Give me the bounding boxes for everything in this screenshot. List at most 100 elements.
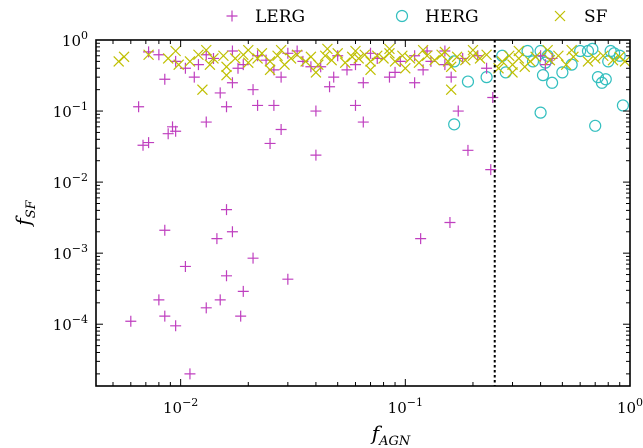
y-axis-label-sub: SF <box>24 199 39 218</box>
data-point-sf <box>221 69 232 81</box>
data-point-herg <box>616 99 630 112</box>
data-point-lerg <box>452 105 464 117</box>
data-point-sf <box>513 45 525 57</box>
data-point-sf <box>371 50 383 62</box>
data-point-lerg <box>462 144 474 156</box>
data-point-lerg <box>341 64 353 76</box>
data-point-lerg <box>305 61 317 73</box>
data-point-lerg <box>485 164 497 176</box>
data-point-herg <box>534 106 547 119</box>
data-point-herg <box>461 75 475 88</box>
data-point-sf <box>413 57 425 69</box>
tick-labels: 10−2 10−1 100 10−4 10−3 10−2 10−1 100 <box>53 29 643 417</box>
data-point-herg <box>565 58 578 71</box>
data-point-sf <box>389 55 401 67</box>
data-point-sf <box>242 44 254 56</box>
data-point-lerg <box>310 105 322 117</box>
data-point-lerg <box>159 224 171 236</box>
y-tick-label: 10−3 <box>53 242 88 263</box>
data-point-lerg <box>252 50 264 62</box>
y-tick-label: 100 <box>62 29 88 50</box>
data-point-sf <box>445 61 457 73</box>
data-point-sf <box>619 55 631 67</box>
data-point-sf <box>332 47 344 59</box>
data-point-sf <box>399 62 411 74</box>
data-point-herg <box>595 76 609 89</box>
data-point-sf <box>544 54 556 66</box>
data-point-sf <box>339 57 351 69</box>
data-point-lerg <box>153 49 165 61</box>
data-point-lerg <box>200 116 212 128</box>
data-point-lerg <box>143 137 155 149</box>
data-point-lerg <box>332 50 344 62</box>
data-point-lerg <box>153 294 165 306</box>
data-point-lerg <box>247 84 259 96</box>
data-point-sf <box>552 50 564 62</box>
data-point-sf <box>384 43 395 55</box>
data-point-lerg <box>445 71 457 83</box>
data-point-sf <box>607 54 619 66</box>
data-point-lerg <box>137 139 149 151</box>
data-point-lerg <box>184 368 196 380</box>
legend-label-sf: SF <box>584 7 608 27</box>
data-point-lerg <box>226 226 238 238</box>
data-point-sf <box>143 49 155 61</box>
data-point-sf <box>350 45 361 57</box>
data-point-sf <box>429 54 441 66</box>
data-point-lerg <box>324 81 336 93</box>
data-point-lerg <box>328 71 340 83</box>
data-point-lerg <box>125 315 137 327</box>
data-point-sf <box>264 64 276 76</box>
data-point-sf <box>542 44 554 56</box>
axis-ticks <box>96 39 631 386</box>
data-point-sf <box>264 55 276 67</box>
data-point-herg <box>589 119 602 132</box>
y-tick-label: 10−2 <box>53 171 88 192</box>
data-point-lerg <box>179 260 191 272</box>
legend-symbol-sf <box>554 10 566 22</box>
data-point-lerg <box>275 71 287 83</box>
series-herg <box>448 42 630 132</box>
data-point-lerg <box>188 71 200 83</box>
data-point-sf <box>221 61 232 73</box>
data-point-sf <box>193 49 204 61</box>
data-point-lerg <box>235 310 247 322</box>
legend-label-lerg: LERG <box>255 7 305 27</box>
data-point-lerg <box>425 55 437 67</box>
series-lerg <box>125 45 558 380</box>
data-point-sf <box>275 44 287 56</box>
data-point-lerg <box>389 66 401 78</box>
data-point-sf <box>445 84 457 96</box>
data-point-lerg <box>357 77 369 89</box>
data-point-lerg <box>200 302 212 314</box>
data-point-lerg <box>383 71 395 83</box>
data-point-sf <box>459 54 471 66</box>
data-point-herg <box>448 118 461 131</box>
data-points <box>113 42 631 380</box>
y-axis-label: fSF <box>11 199 39 227</box>
data-point-sf <box>242 57 254 69</box>
data-point-sf <box>467 50 479 62</box>
data-point-sf <box>285 53 297 64</box>
data-point-herg <box>556 66 569 79</box>
data-point-lerg <box>481 62 493 74</box>
data-point-sf <box>173 59 185 71</box>
data-point-sf <box>229 53 241 64</box>
data-point-lerg <box>159 310 171 322</box>
data-point-lerg <box>409 77 421 89</box>
data-point-lerg <box>221 204 233 216</box>
data-point-lerg <box>214 294 226 306</box>
x-tick-label: 100 <box>617 396 643 417</box>
data-point-sf <box>417 44 429 56</box>
data-point-lerg <box>226 77 238 89</box>
data-point-lerg <box>162 128 174 140</box>
data-point-sf <box>184 55 196 67</box>
legend-marker-sf <box>554 10 566 22</box>
data-point-lerg <box>247 252 259 264</box>
data-point-sf <box>404 53 416 64</box>
data-point-sf <box>396 50 408 62</box>
data-point-sf <box>359 49 371 61</box>
data-point-sf <box>474 53 486 64</box>
data-point-lerg <box>192 59 204 71</box>
data-point-lerg <box>237 285 249 297</box>
